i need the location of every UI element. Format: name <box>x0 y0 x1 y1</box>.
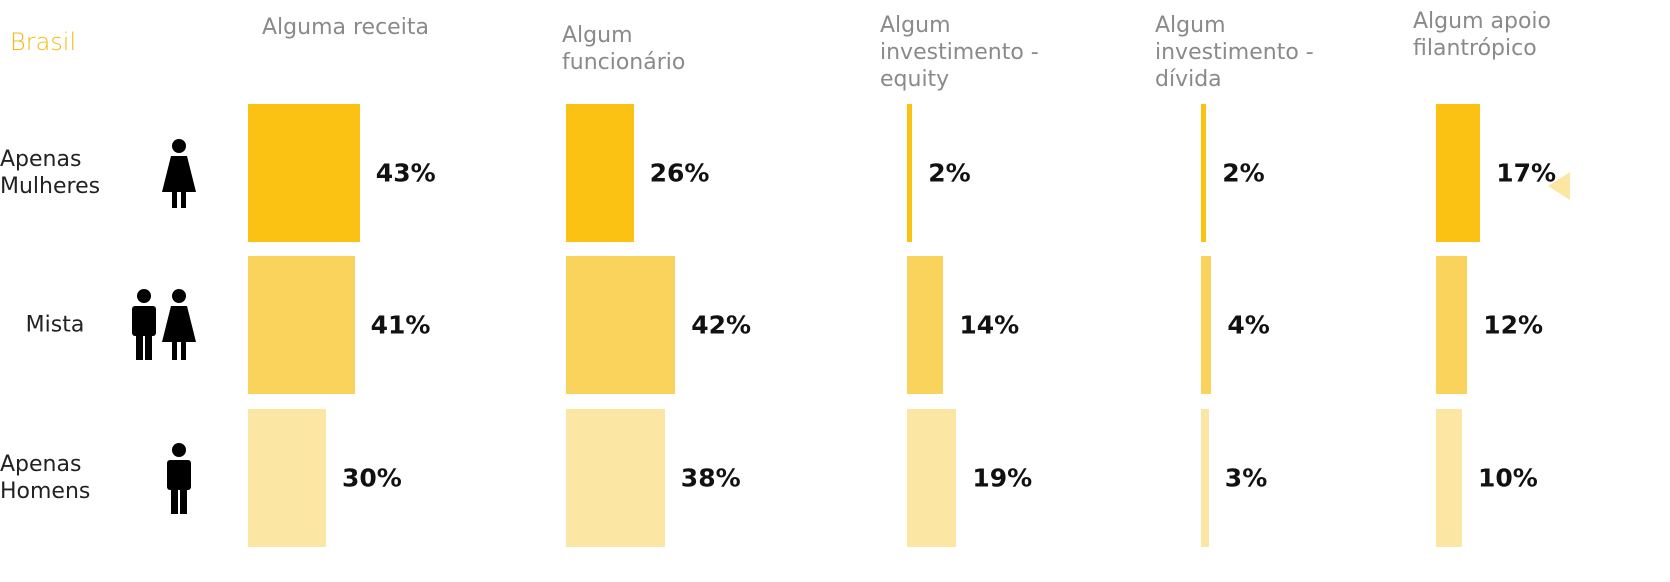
bar <box>1201 256 1212 394</box>
value-label: 26% <box>649 158 710 188</box>
row-label: Mista <box>25 312 85 338</box>
column-title: Algum funcionário <box>562 23 686 75</box>
value-label: 2% <box>928 158 971 188</box>
man-icon <box>167 443 191 514</box>
bar <box>1201 104 1207 242</box>
column-title: Alguma receita <box>262 15 429 40</box>
value-label: 19% <box>972 463 1033 493</box>
row-label: Apenas Mulheres <box>0 147 101 199</box>
bar <box>248 256 355 394</box>
value-label: 10% <box>1478 463 1538 493</box>
woman-icon <box>162 289 196 360</box>
value-label: 41% <box>370 310 431 340</box>
column-title: Algum investimento - dívida <box>1155 13 1314 92</box>
bar <box>1436 256 1468 394</box>
value-label: 42% <box>691 310 752 340</box>
value-label: 17% <box>1496 158 1557 188</box>
bar <box>1436 104 1481 242</box>
woman-icon <box>162 139 196 208</box>
chart-title: Brasil <box>10 28 77 56</box>
value-label: 30% <box>342 463 402 493</box>
bar <box>566 409 665 547</box>
bar <box>1436 409 1462 547</box>
value-label: 2% <box>1222 158 1265 188</box>
bar <box>907 104 913 242</box>
column-title: Algum apoio filantrópico <box>1413 9 1551 61</box>
bar <box>907 256 944 394</box>
bar <box>566 104 634 242</box>
bar <box>907 409 957 547</box>
bar <box>248 104 360 242</box>
bar <box>566 256 676 394</box>
value-label: 43% <box>375 158 436 188</box>
value-label: 3% <box>1224 463 1268 493</box>
column-title: Algum investimento - equity <box>880 13 1039 92</box>
value-label: 12% <box>1483 310 1544 340</box>
value-label: 14% <box>959 310 1020 340</box>
bar <box>248 409 326 547</box>
pointer <box>1548 172 1570 200</box>
value-label: 38% <box>680 463 741 493</box>
bar <box>1201 409 1209 547</box>
value-label: 4% <box>1227 310 1270 340</box>
row-label: Apenas Homens <box>0 452 91 504</box>
man-icon <box>132 289 156 360</box>
